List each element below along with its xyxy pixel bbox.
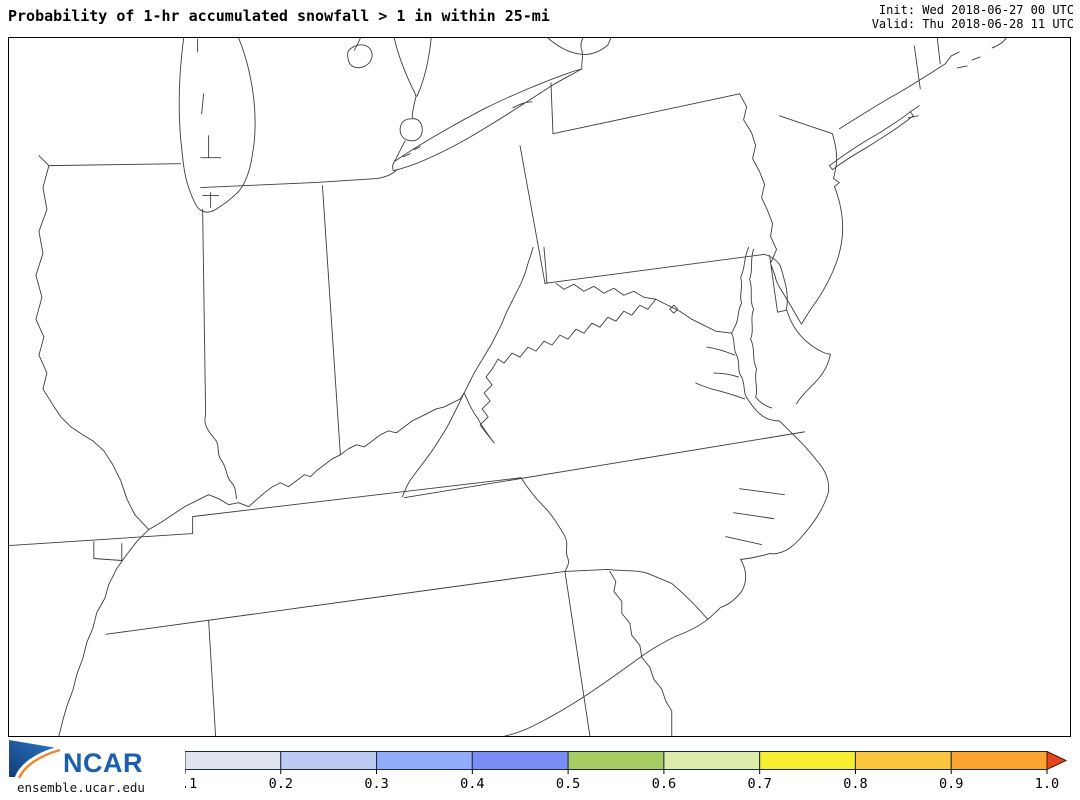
valid-time: Valid: Thu 2018-06-28 11 UTC bbox=[871, 17, 1074, 31]
ncar-logo-orange-arc bbox=[17, 748, 61, 779]
init-time: Init: Wed 2018-06-27 00 UTC bbox=[878, 3, 1074, 17]
page-title: Probability of 1-hr accumulated snowfall… bbox=[8, 7, 550, 25]
colorbar-label: 0.8 bbox=[843, 776, 867, 792]
mississippi-river bbox=[35, 165, 150, 736]
colorbar-label: 0.6 bbox=[652, 776, 676, 792]
colorbar-segment bbox=[663, 751, 761, 770]
colorbar-label: 0.7 bbox=[747, 776, 771, 792]
colorbar-segment bbox=[759, 751, 856, 770]
colorbar-label: 0.1 bbox=[185, 776, 197, 792]
midwest-state-borders bbox=[38, 82, 554, 500]
colorbar-segment bbox=[280, 751, 378, 770]
chesapeake-delmarva-coast bbox=[695, 246, 831, 422]
site-url: ensemble.ucar.edu bbox=[17, 780, 145, 795]
southern-state-borders bbox=[9, 431, 805, 736]
map-canvas bbox=[8, 37, 1071, 737]
colorbar-segment bbox=[376, 751, 473, 770]
colorbar-segment bbox=[184, 751, 282, 770]
appalachian-borders bbox=[401, 246, 657, 498]
ohio-river bbox=[148, 392, 465, 531]
colorbar: 0.1 0.2 0.3 0.4 0.5 0.6 0.7 0.8 0.9 1.0 bbox=[173, 750, 1080, 796]
colorbar-segment bbox=[471, 751, 569, 770]
colorbar-label: 1.0 bbox=[1035, 776, 1059, 792]
colorbar-arrow bbox=[1046, 750, 1068, 771]
colorbar-label: 0.5 bbox=[556, 776, 580, 792]
colorbar-label: 0.2 bbox=[269, 776, 293, 792]
long-island-outline bbox=[829, 105, 920, 171]
colorbar-segment bbox=[854, 751, 952, 770]
colorbar-label: 0.9 bbox=[939, 776, 963, 792]
ncar-logo-text: NCAR bbox=[63, 748, 143, 778]
lake-michigan-outline bbox=[178, 38, 256, 213]
atlantic-coastline bbox=[504, 178, 844, 736]
basemap-svg bbox=[9, 38, 1007, 736]
graticule-marks bbox=[197, 38, 222, 208]
colorbar-segment bbox=[567, 751, 665, 770]
colorbar-label: 0.3 bbox=[364, 776, 388, 792]
new-england-coast bbox=[838, 38, 1007, 130]
mid-atlantic-borders bbox=[544, 93, 838, 334]
state-borders-group bbox=[9, 38, 1007, 736]
colorbar-segment bbox=[950, 751, 1048, 770]
colorbar-label: 0.4 bbox=[460, 776, 484, 792]
great-lakes-outline bbox=[347, 38, 612, 172]
ncar-logo: NCAR bbox=[9, 740, 143, 779]
colorbar-svg: 0.1 0.2 0.3 0.4 0.5 0.6 0.7 0.8 0.9 1.0 bbox=[173, 750, 1068, 792]
run-metadata: Init: Wed 2018-06-27 00 UTC Valid: Thu 2… bbox=[872, 3, 1074, 31]
ncar-logo-white-arc bbox=[14, 746, 58, 778]
